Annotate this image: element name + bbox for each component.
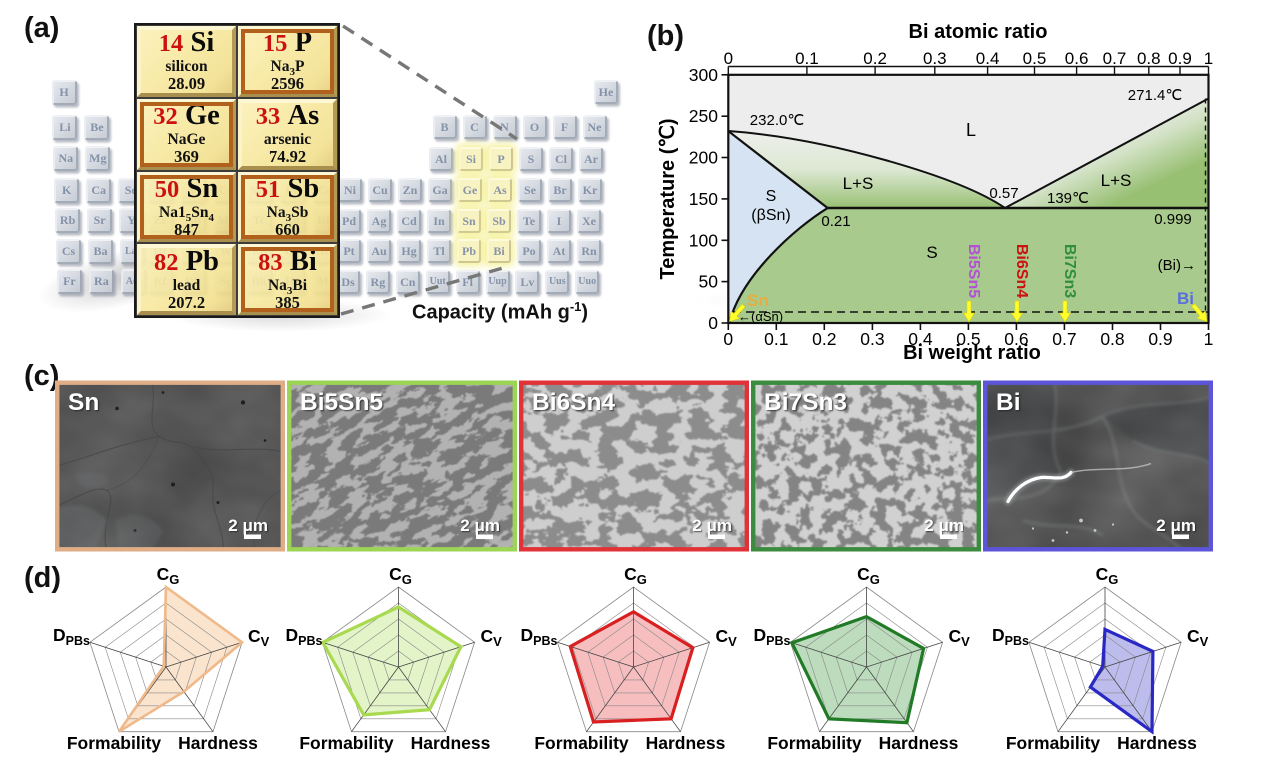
svg-text:Bi5Sn5: Bi5Sn5: [965, 244, 982, 298]
svg-text:Formability: Formability: [534, 733, 629, 753]
svg-text:Hardness: Hardness: [646, 733, 726, 753]
svg-text:Bi6Sn4: Bi6Sn4: [532, 389, 615, 416]
svg-text:1: 1: [1204, 49, 1213, 68]
svg-text:Bi weight ratio: Bi weight ratio: [903, 342, 1041, 364]
svg-text:139℃: 139℃: [1047, 190, 1089, 207]
svg-text:Hardness: Hardness: [411, 733, 491, 753]
svg-text:0.7: 0.7: [1103, 49, 1127, 68]
svg-text:271.4℃: 271.4℃: [1128, 87, 1182, 104]
svg-text:CG: CG: [157, 564, 180, 587]
svg-text:CV: CV: [1187, 626, 1209, 649]
svg-text:Formability: Formability: [1006, 733, 1101, 753]
svg-text:0.7: 0.7: [1052, 329, 1076, 349]
svg-text:0.1: 0.1: [795, 49, 819, 68]
svg-text:DPBs: DPBs: [286, 625, 323, 648]
svg-text:Formability: Formability: [767, 733, 862, 753]
svg-text:50: 50: [699, 272, 719, 292]
svg-text:Bi7Sn3: Bi7Sn3: [1061, 244, 1078, 298]
svg-text:CV: CV: [481, 626, 503, 649]
svg-text:0.4: 0.4: [908, 329, 933, 349]
svg-text:CG: CG: [624, 564, 647, 587]
svg-text:←(αSn): ←(αSn): [738, 309, 783, 324]
svg-text:0.1: 0.1: [764, 329, 788, 349]
svg-text:0.6: 0.6: [1004, 329, 1028, 349]
svg-text:2 μm: 2 μm: [924, 516, 964, 535]
svg-text:(βSn): (βSn): [751, 207, 790, 224]
svg-text:2 μm: 2 μm: [1156, 516, 1196, 535]
svg-text:CV: CV: [949, 626, 971, 649]
svg-text:0.2: 0.2: [812, 329, 836, 349]
svg-text:CG: CG: [1096, 564, 1119, 587]
svg-text:0.6: 0.6: [1065, 49, 1089, 68]
svg-text:2 μm: 2 μm: [460, 516, 500, 535]
svg-text:Sn: Sn: [68, 389, 99, 416]
svg-text:Temperature (℃): Temperature (℃): [657, 118, 679, 279]
svg-text:Bi5Sn5: Bi5Sn5: [300, 389, 383, 416]
svg-text:232.0℃: 232.0℃: [750, 112, 804, 129]
svg-text:(Bi)→: (Bi)→: [1158, 257, 1196, 274]
svg-text:Hardness: Hardness: [879, 733, 959, 753]
svg-text:200: 200: [689, 148, 718, 168]
svg-text:0.8: 0.8: [1137, 49, 1161, 68]
svg-text:CG: CG: [389, 564, 412, 587]
svg-text:Formability: Formability: [67, 733, 162, 753]
svg-text:0.8: 0.8: [1100, 329, 1124, 349]
svg-text:0.57: 0.57: [989, 185, 1018, 202]
svg-text:300: 300: [689, 65, 718, 85]
svg-text:0.3: 0.3: [860, 329, 884, 349]
svg-text:Formability: Formability: [299, 733, 394, 753]
svg-text:150: 150: [689, 189, 718, 209]
svg-text:0.4: 0.4: [976, 49, 1000, 68]
svg-text:DPBs: DPBs: [992, 625, 1029, 648]
svg-text:0.5: 0.5: [956, 329, 980, 349]
svg-text:Bi: Bi: [996, 389, 1021, 416]
svg-text:L+S: L+S: [1101, 171, 1132, 190]
svg-text:DPBs: DPBs: [521, 625, 558, 648]
svg-text:0: 0: [724, 49, 733, 68]
svg-text:0.3: 0.3: [923, 49, 947, 68]
svg-text:2 μm: 2 μm: [692, 516, 732, 535]
svg-text:CG: CG: [857, 564, 880, 587]
svg-text:250: 250: [689, 106, 718, 126]
svg-text:2 μm: 2 μm: [228, 516, 268, 535]
svg-text:100: 100: [689, 230, 718, 250]
svg-text:Bi: Bi: [1177, 289, 1194, 308]
svg-text:DPBs: DPBs: [754, 625, 791, 648]
svg-text:CV: CV: [248, 626, 270, 649]
svg-text:Sn: Sn: [747, 291, 769, 310]
svg-text:0.9: 0.9: [1148, 329, 1172, 349]
svg-text:S: S: [766, 188, 777, 205]
svg-text:0.9: 0.9: [1168, 49, 1192, 68]
svg-text:Bi6Sn4: Bi6Sn4: [1013, 244, 1030, 298]
svg-text:0: 0: [723, 329, 733, 349]
svg-text:0: 0: [708, 313, 718, 333]
svg-text:Bi7Sn3: Bi7Sn3: [764, 389, 847, 416]
svg-text:0.2: 0.2: [863, 49, 887, 68]
svg-text:DPBs: DPBs: [53, 625, 90, 648]
svg-text:0.5: 0.5: [1023, 49, 1047, 68]
svg-text:0.999: 0.999: [1154, 211, 1192, 228]
svg-text:L: L: [966, 120, 976, 140]
svg-text:CV: CV: [716, 626, 738, 649]
svg-text:S: S: [926, 243, 937, 262]
svg-text:Hardness: Hardness: [1117, 733, 1197, 753]
svg-text:Bi atomic ratio: Bi atomic ratio: [909, 21, 1048, 43]
svg-text:L+S: L+S: [843, 174, 874, 193]
svg-text:1: 1: [1204, 329, 1214, 349]
svg-text:Hardness: Hardness: [178, 733, 258, 753]
svg-text:0.21: 0.21: [821, 213, 850, 230]
